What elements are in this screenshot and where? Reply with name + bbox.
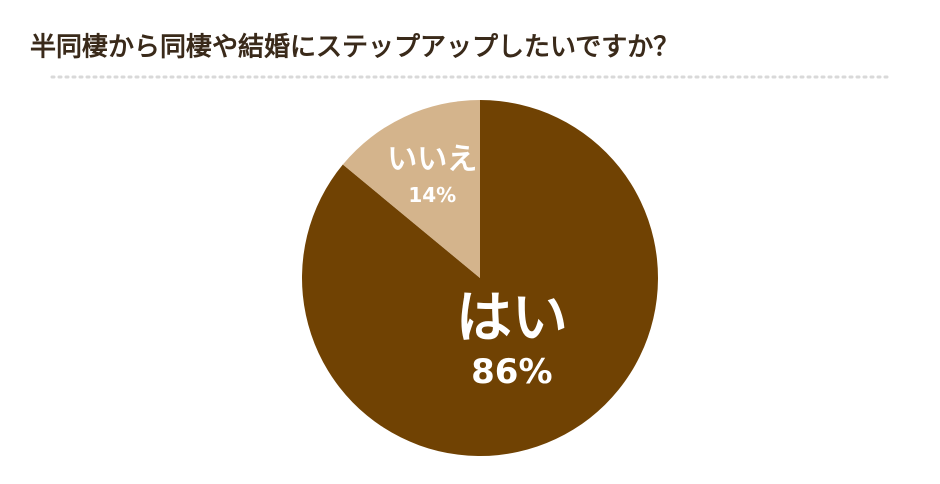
slice-label: はい: [456, 286, 568, 351]
slice-value-label: 14%: [408, 183, 456, 207]
slice-value-label: 86%: [471, 352, 552, 392]
pie-slice: [342, 100, 480, 278]
chart-title: 半同棲から同棲や結婚にステップアップしたいですか？: [30, 32, 679, 63]
slice-label: いいえ: [387, 142, 477, 177]
